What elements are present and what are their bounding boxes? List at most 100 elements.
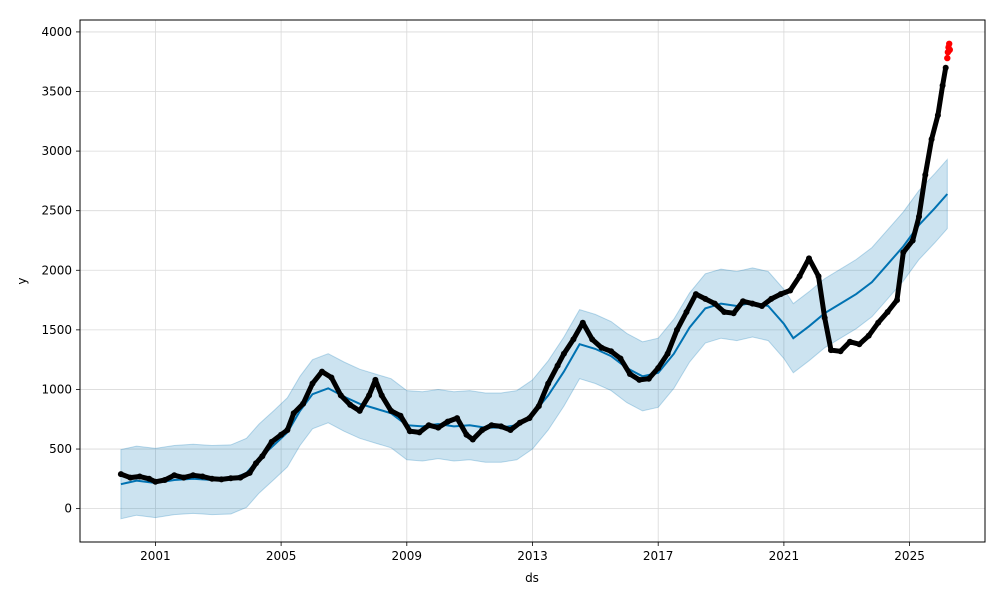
observed-point	[636, 376, 643, 383]
observed-point	[730, 310, 737, 317]
observed-point	[702, 295, 709, 302]
observed-point	[435, 424, 442, 431]
observed-point	[278, 431, 285, 438]
observed-point	[570, 336, 577, 343]
uncertainty-band-layer	[120, 158, 948, 520]
x-tick-label: 2025	[894, 549, 925, 563]
observed-point	[554, 362, 561, 369]
observed-point	[290, 410, 297, 417]
observed-point	[117, 471, 124, 478]
x-tick-label: 2013	[517, 549, 548, 563]
observed-point	[758, 303, 765, 309]
observed-point	[645, 375, 652, 382]
y-tick-label: 1500	[41, 323, 72, 337]
observed-point	[463, 431, 470, 438]
observed-point	[328, 374, 335, 381]
observed-point	[674, 326, 680, 333]
observed-point	[366, 392, 373, 399]
observed-point	[190, 472, 197, 479]
x-axis-label: ds	[525, 571, 539, 585]
observed-point	[768, 295, 775, 302]
observed-point	[479, 427, 486, 433]
observed-point	[161, 477, 168, 483]
observed-point	[846, 338, 853, 345]
observed-point	[598, 344, 605, 351]
observed-point	[337, 392, 344, 399]
observed-point	[444, 418, 451, 425]
observed-point	[127, 474, 134, 481]
observed-point	[821, 314, 828, 321]
observed-point	[828, 347, 834, 354]
recent-point	[946, 40, 953, 47]
observed-point	[218, 476, 225, 483]
x-tick-label: 2001	[140, 549, 171, 563]
x-tick-label: 2017	[643, 549, 674, 563]
observed-point	[711, 300, 718, 307]
observed-point	[806, 255, 812, 262]
y-tick-label: 2500	[41, 204, 72, 218]
x-axis-ticks: 2001 2005 2009 2013 2017 2021 2025	[140, 542, 925, 563]
observed-point	[388, 407, 395, 414]
y-tick-label: 1000	[41, 382, 72, 396]
observed-point	[608, 348, 615, 355]
observed-point	[939, 82, 946, 89]
observed-point	[199, 473, 206, 480]
x-tick-label: 2009	[392, 549, 423, 563]
observed-point	[406, 428, 413, 435]
observed-point	[900, 249, 907, 256]
observed-point	[626, 371, 633, 377]
observed-point	[416, 429, 423, 436]
observed-point	[526, 415, 533, 422]
observed-point	[397, 412, 404, 419]
observed-point	[378, 392, 385, 399]
observed-point	[488, 422, 495, 429]
observed-point	[749, 300, 756, 307]
observed-point	[837, 348, 844, 355]
observed-point	[865, 332, 872, 339]
observed-point	[425, 422, 432, 429]
observed-point	[507, 427, 514, 433]
y-tick-label: 3500	[41, 85, 72, 99]
y-axis-ticks: 0 500 1000 1500 2000 2500 3000 3500 4000	[41, 25, 80, 516]
observed-point	[300, 400, 307, 407]
observed-point	[237, 474, 244, 481]
observed-point	[589, 336, 596, 343]
observed-point	[309, 380, 316, 387]
observed-point	[347, 401, 354, 408]
y-tick-label: 2000	[41, 263, 72, 277]
uncertainty-band	[120, 158, 948, 520]
observed-point	[516, 419, 523, 426]
observed-point	[777, 291, 784, 298]
observed-point	[934, 112, 941, 119]
recent-point	[944, 54, 951, 62]
observed-point	[372, 376, 379, 383]
y-tick-label: 0	[64, 502, 72, 516]
recent-point	[946, 46, 953, 53]
x-tick-label: 2021	[769, 549, 800, 563]
observed-point	[560, 350, 567, 357]
observed-point	[171, 472, 178, 479]
observed-point	[916, 213, 922, 220]
observed-point	[356, 407, 363, 414]
observed-point	[454, 415, 461, 422]
observed-point	[721, 309, 728, 315]
observed-point	[875, 319, 882, 326]
observed-point	[284, 427, 291, 433]
observed-point	[787, 287, 794, 294]
observed-point	[928, 136, 935, 143]
observed-point	[617, 355, 624, 362]
observed-point	[259, 453, 266, 460]
observed-point	[227, 475, 234, 482]
recent-points-layer	[944, 40, 953, 62]
observed-point	[498, 423, 505, 430]
y-tick-label: 500	[49, 442, 72, 456]
observed-point	[152, 478, 159, 485]
observed-point	[856, 341, 863, 348]
y-tick-label: 3000	[41, 144, 72, 158]
observed-point	[246, 469, 253, 476]
observed-point	[180, 474, 187, 481]
observed-point	[692, 291, 699, 298]
observed-point	[253, 460, 259, 467]
grid-layer	[80, 20, 985, 542]
